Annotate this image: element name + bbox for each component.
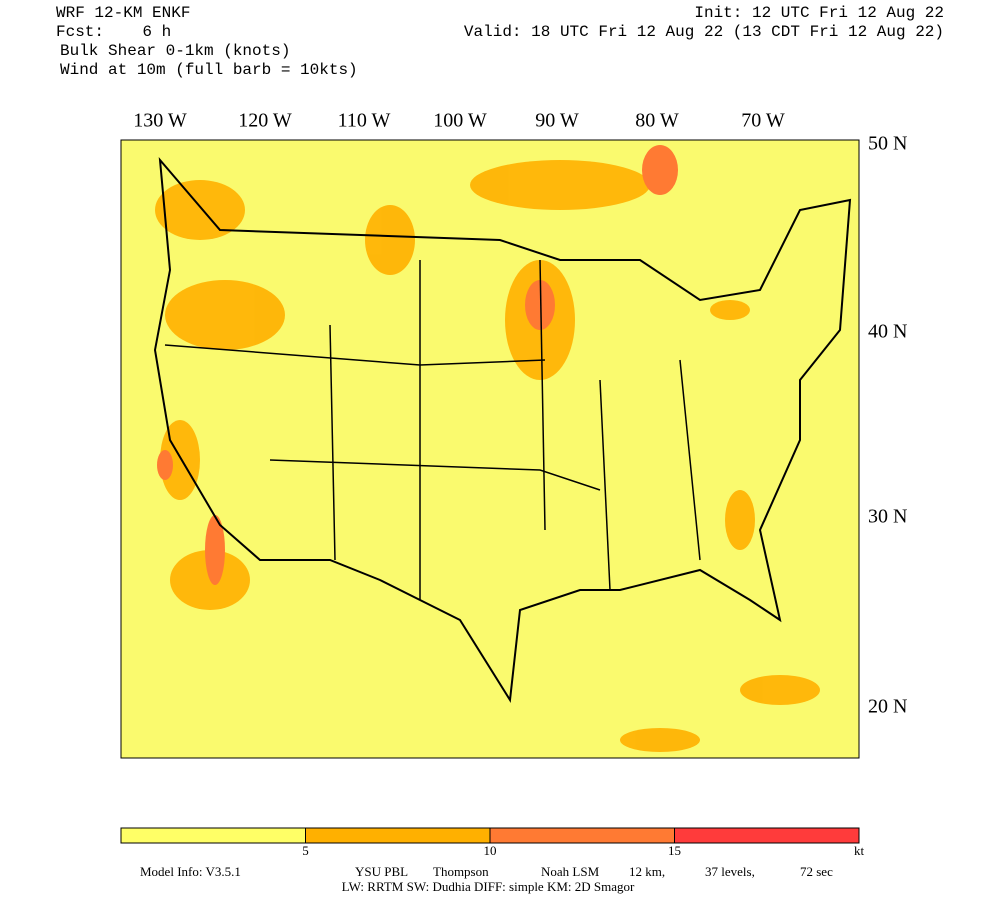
longitude-label: 90 W: [535, 110, 579, 132]
colorbar-tick-label: 10: [484, 843, 497, 858]
shear-shading: [155, 160, 820, 752]
map-frame: [120, 139, 860, 759]
wind-note: Wind at 10m (full barb = 10kts): [60, 61, 358, 79]
physics-info: LW: RRTM SW: Dudhia DIFF: simple KM: 2D …: [342, 879, 635, 894]
model-info: Thompson: [433, 864, 489, 879]
latitude-label: 20 N: [868, 696, 907, 718]
colorbar-segment: [305, 827, 491, 844]
longitude-label: 70 W: [741, 110, 785, 132]
latitude-label: 50 N: [868, 133, 907, 155]
model-info: Noah LSM: [541, 864, 600, 879]
model-title: WRF 12-KM ENKF: [56, 4, 190, 22]
field-name: Bulk Shear 0-1km (knots): [60, 42, 290, 60]
colorbar-segment: [120, 827, 306, 844]
latitude-label: 30 N: [868, 506, 907, 528]
forecast-hour: Fcst: 6 h: [56, 23, 171, 41]
colorbar-tick-label: 15: [668, 843, 681, 858]
map: [120, 139, 860, 759]
state-borders: [164, 259, 701, 600]
colorbar-segment: [674, 827, 860, 844]
colorbar-tick-label: 5: [302, 843, 309, 858]
footer: Model Info: V3.5.1 YSU PBL Thompson Noah LS…: [140, 864, 833, 894]
longitude-label: 120 W: [238, 110, 292, 132]
model-info: 37 levels,: [705, 864, 755, 879]
coastline: [153, 156, 852, 703]
latitude-label: 40 N: [868, 321, 907, 343]
valid-time: Valid: 18 UTC Fri 12 Aug 22 (13 CDT Fri …: [464, 23, 944, 41]
model-info: 12 km,: [629, 864, 665, 879]
model-info: Model Info: V3.5.1: [140, 864, 241, 879]
longitude-label: 110 W: [338, 110, 391, 132]
colorbar-segment: [489, 827, 675, 844]
shear-shading-strong: [157, 145, 678, 585]
model-info: 72 sec: [800, 864, 833, 879]
map-labels: 130 W 120 W 110 W 100 W 90 W 80 W 70 W 50 N 40 N…: [133, 110, 907, 718]
colorbar: 5 10 15 kt: [120, 827, 865, 858]
longitude-label: 100 W: [433, 110, 487, 132]
colorbar-unit: kt: [854, 843, 865, 858]
model-info: YSU PBL: [355, 864, 408, 879]
init-time: Init: 12 UTC Fri 12 Aug 22: [694, 4, 944, 22]
longitude-label: 130 W: [133, 110, 187, 132]
longitude-label: 80 W: [635, 110, 679, 132]
